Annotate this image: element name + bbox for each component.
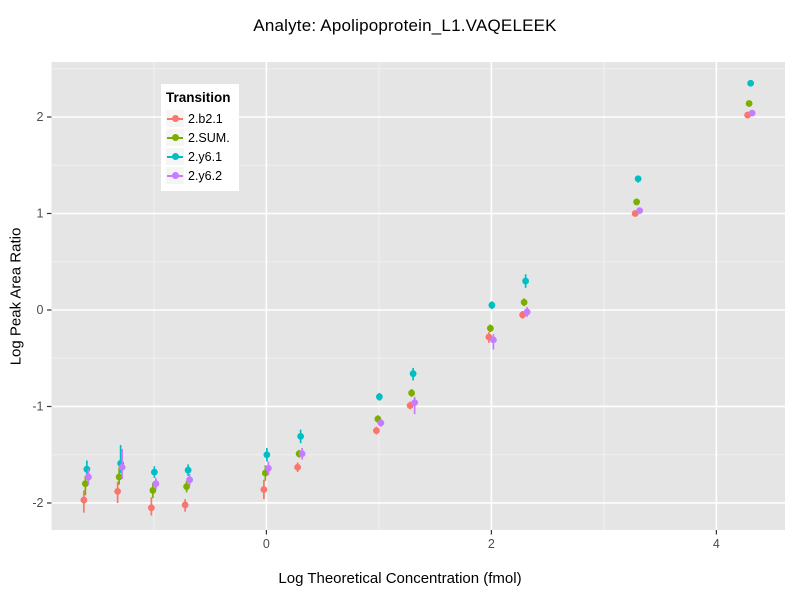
- legend-key-icon: [166, 129, 184, 146]
- data-point-2.y6.2: [118, 463, 126, 471]
- y-tick-label: 2: [37, 110, 44, 124]
- data-point-2.b2.1: [181, 501, 189, 509]
- data-point-2.SUM.: [633, 198, 641, 206]
- legend-entry-label: 2.y6.2: [188, 168, 223, 183]
- x-axis-title: Log Theoretical Concentration (fmol): [278, 570, 522, 587]
- data-point-2.y6.2: [748, 109, 756, 117]
- data-point-2.SUM.: [520, 298, 528, 306]
- y-tick-label: 0: [37, 303, 44, 317]
- legend-entry-2.y6.1: 2.y6.1: [166, 147, 231, 166]
- data-point-2.SUM.: [408, 389, 416, 397]
- data-point-2.y6.2: [489, 336, 497, 344]
- data-point-2.SUM.: [486, 324, 494, 332]
- data-point-2.b2.1: [260, 486, 268, 493]
- legend-key-icon: [166, 148, 184, 165]
- data-point-2.y6.1: [375, 393, 383, 401]
- data-point-2.b2.1: [372, 427, 380, 435]
- legend-entry-2.SUM.: 2.SUM.: [166, 128, 231, 147]
- legend-entry-label: 2.b2.1: [188, 111, 223, 126]
- data-point-2.y6.1: [150, 468, 158, 476]
- legend-key-icon: [166, 110, 184, 127]
- legend-key-dot: [171, 171, 179, 179]
- data-point-2.y6.1: [488, 301, 496, 309]
- legend-entry-2.b2.1: 2.b2.1: [166, 109, 231, 128]
- legend-key-dot: [171, 152, 179, 160]
- data-point-2.y6.2: [264, 464, 272, 472]
- y-tick-label: -1: [32, 399, 43, 413]
- data-point-2.y6.2: [411, 399, 419, 407]
- data-point-2.b2.1: [114, 488, 122, 495]
- data-point-2.y6.1: [522, 277, 530, 285]
- data-point-2.y6.1: [747, 79, 755, 87]
- x-tick-label: 2: [488, 537, 495, 551]
- data-point-2.y6.2: [186, 476, 194, 484]
- legend-title: Transition: [166, 90, 231, 105]
- y-axis-title: Log Peak Area Ratio: [7, 227, 25, 366]
- data-point-2.y6.1: [184, 466, 192, 474]
- data-point-2.y6.2: [636, 207, 644, 215]
- data-point-2.y6.2: [84, 473, 92, 481]
- plot-title: Analyte: Apolipoprotein_L1.VAQELEEK: [253, 16, 557, 35]
- data-point-2.y6.1: [634, 175, 642, 183]
- legend-entry-label: 2.SUM.: [188, 130, 230, 145]
- data-point-2.y6.1: [83, 465, 91, 473]
- data-point-2.SUM.: [149, 487, 157, 494]
- data-point-2.SUM.: [115, 473, 123, 481]
- data-point-2.SUM.: [183, 483, 191, 490]
- data-point-2.y6.2: [523, 308, 531, 316]
- legend-key-icon: [166, 167, 184, 184]
- data-point-2.b2.1: [294, 463, 302, 471]
- legend-key-dot: [171, 133, 179, 141]
- data-point-2.SUM.: [745, 100, 753, 107]
- data-point-2.b2.1: [147, 504, 155, 512]
- data-point-2.b2.1: [80, 496, 88, 504]
- legend-key-dot: [171, 114, 179, 122]
- y-tick-label: -2: [32, 496, 43, 510]
- data-point-2.y6.1: [409, 370, 417, 378]
- x-tick-label: 4: [713, 537, 720, 551]
- x-tick-label: 0: [263, 537, 270, 551]
- data-point-2.y6.2: [377, 419, 385, 427]
- y-tick-label: 1: [37, 206, 44, 220]
- data-point-2.y6.2: [298, 450, 306, 458]
- data-point-2.y6.2: [152, 480, 160, 488]
- data-point-2.y6.1: [263, 451, 271, 459]
- legend: Transition 2.b2.1 2.SUM. 2.y6.1 2.y6.2: [161, 84, 239, 191]
- data-point-2.SUM.: [81, 480, 89, 488]
- data-point-2.y6.1: [297, 433, 305, 440]
- legend-entry-label: 2.y6.1: [188, 149, 223, 164]
- legend-entry-2.y6.2: 2.y6.2: [166, 166, 231, 185]
